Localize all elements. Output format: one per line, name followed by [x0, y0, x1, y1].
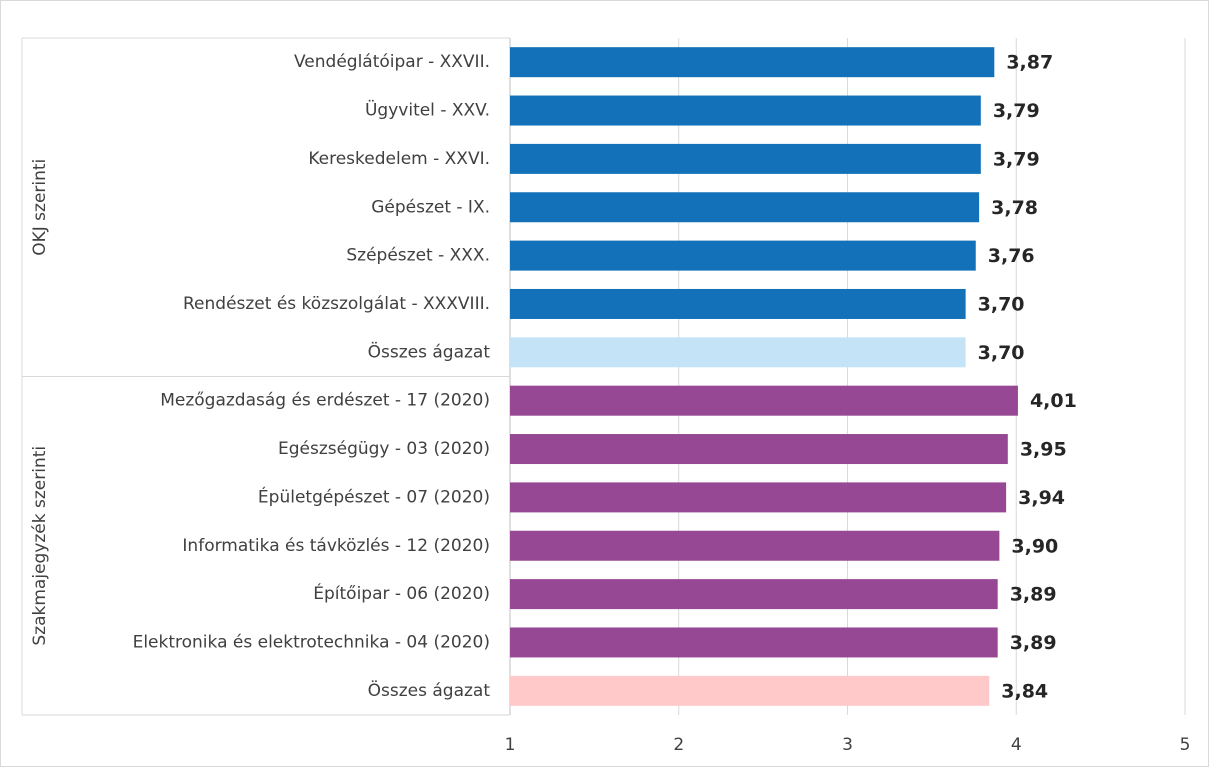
y-tick-label: Vendéglátóipar - XXVII.: [294, 52, 490, 72]
bar: [510, 627, 998, 658]
data-label: 3,79: [993, 148, 1040, 170]
bar: [510, 240, 976, 271]
group-label: Szakmajegyzék szerinti: [30, 446, 50, 646]
data-label: 3,89: [1010, 632, 1057, 654]
y-tick-label: Épületgépészet - 07 (2020): [258, 485, 490, 507]
y-tick-label: Összes ágazat: [368, 340, 491, 362]
y-tick-label: Elektronika és elektrotechnika - 04 (202…: [133, 632, 490, 652]
bar: [510, 530, 1000, 561]
y-tick-label: Rendészet és közszolgálat - XXXVIII.: [183, 294, 490, 314]
x-tick-label: 4: [1011, 735, 1022, 755]
data-label: 3,89: [1010, 584, 1057, 606]
data-label: 3,78: [991, 197, 1038, 219]
data-label: 3,90: [1011, 535, 1058, 557]
data-label: 3,70: [978, 293, 1025, 315]
data-label: 3,94: [1018, 487, 1065, 509]
y-tick-label: Mezőgazdaság és erdészet - 17 (2020): [160, 391, 490, 411]
x-tick-label: 2: [673, 735, 684, 755]
group-label: OKJ szerinti: [30, 159, 50, 256]
data-label: 3,79: [993, 100, 1040, 122]
y-tick-label: Összes ágazat: [368, 679, 491, 701]
bar: [510, 385, 1018, 416]
x-tick-label: 5: [1180, 735, 1191, 755]
bar: [510, 434, 1008, 465]
y-tick-label: Informatika és távközlés - 12 (2020): [182, 536, 490, 556]
bar: [510, 482, 1007, 513]
y-tick-label: Szépészet - XXX.: [346, 246, 490, 266]
y-tick-label: Gépészet - IX.: [371, 197, 490, 217]
data-label: 3,84: [1001, 680, 1048, 702]
x-tick-label: 3: [842, 735, 853, 755]
y-tick-label: Kereskedelem - XXVI.: [308, 149, 490, 169]
data-label: 3,70: [978, 342, 1025, 364]
bar: [510, 192, 980, 223]
data-label: 3,76: [988, 245, 1035, 267]
data-label: 3,87: [1006, 52, 1053, 74]
bar: [510, 288, 966, 319]
data-label: 4,01: [1030, 390, 1077, 412]
x-tick-label: 1: [505, 735, 516, 755]
data-label: 3,95: [1020, 439, 1067, 461]
bar: [510, 337, 966, 368]
y-tick-label: Ügyvitel - XXV.: [365, 99, 490, 121]
y-tick-label: Egészségügy - 03 (2020): [278, 439, 490, 459]
bar: [510, 579, 998, 610]
y-tick-label: Építőipar - 06 (2020): [313, 582, 490, 604]
bar: [510, 143, 981, 174]
bar: [510, 95, 981, 126]
bar: [510, 675, 990, 706]
bar: [510, 47, 995, 78]
